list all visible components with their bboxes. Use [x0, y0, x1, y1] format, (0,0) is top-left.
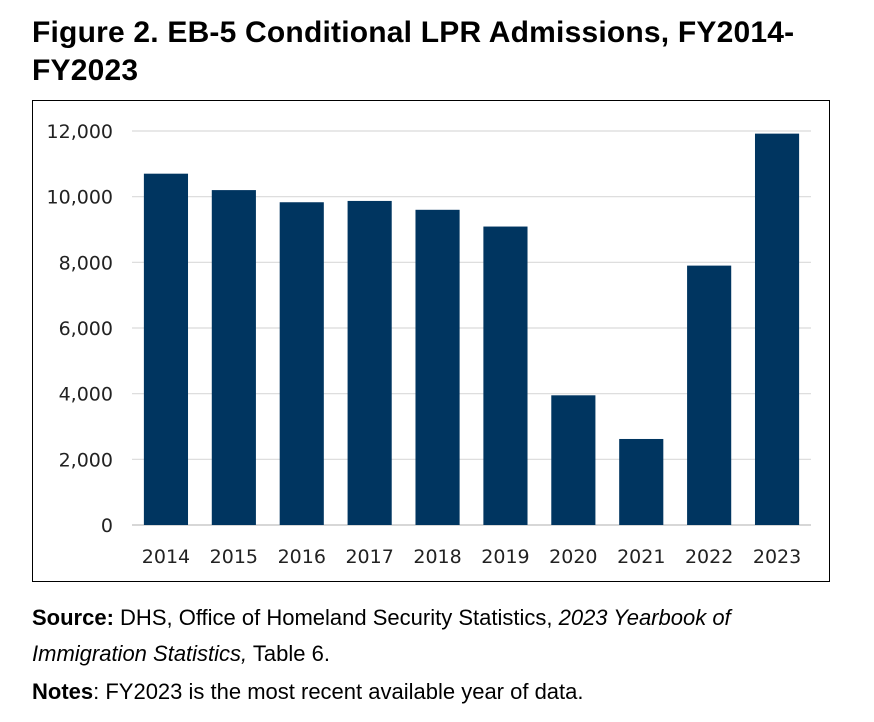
source-table: Table 6. [252, 641, 330, 666]
x-tick-label: 2022 [685, 546, 733, 568]
bar-2015 [211, 190, 256, 525]
x-tick-label: 2015 [210, 546, 258, 568]
bar-2016 [279, 202, 324, 525]
y-tick-label: 0 [101, 515, 113, 537]
notes: Notes: FY2023 is the most recent availab… [32, 677, 842, 707]
x-tick-label: 2016 [278, 546, 326, 568]
y-tick-label: 6,000 [59, 318, 113, 340]
bar-2021 [619, 438, 664, 525]
x-tick-label: 2023 [753, 546, 801, 568]
notes-label: Notes [32, 679, 94, 704]
source-label: Source: [32, 605, 114, 630]
x-tick-label: 2014 [142, 546, 190, 568]
bar-2014 [143, 173, 189, 525]
bar-2017 [347, 200, 392, 525]
y-tick-label: 4,000 [59, 384, 113, 406]
bar-chart: 0 2,000 4,000 6,000 8,000 10,000 12,000 2014 201… [47, 121, 811, 568]
bar-2019 [483, 226, 528, 526]
chart-frame: 0 2,000 4,000 6,000 8,000 10,000 12,000 2014 201… [32, 100, 830, 582]
x-tick-label: 2020 [549, 546, 597, 568]
source-note: Source: DHS, Office of Homeland Security… [32, 600, 842, 672]
x-tick-label: 2017 [345, 546, 393, 568]
y-tick-label: 12,000 [47, 121, 113, 143]
bar-2023 [754, 133, 800, 526]
y-tick-label: 10,000 [47, 187, 113, 209]
y-tick-label: 8,000 [59, 252, 113, 274]
bar-2018 [415, 209, 460, 526]
y-tick-label: 2,000 [59, 449, 113, 471]
x-tick-label: 2019 [481, 546, 529, 568]
source-text: DHS, Office of Homeland Security Statist… [120, 605, 553, 630]
figure-title: Figure 2. EB-5 Conditional LPR Admission… [32, 16, 795, 87]
x-tick-label: 2018 [413, 546, 461, 568]
notes-text: : FY2023 is the most recent available ye… [93, 679, 584, 704]
bar-2020 [551, 395, 596, 525]
x-tick-label: 2021 [617, 546, 665, 568]
source-publication: 2023 Yearbook of Immigration Statistics, [32, 605, 731, 666]
bar-2022 [687, 265, 732, 525]
